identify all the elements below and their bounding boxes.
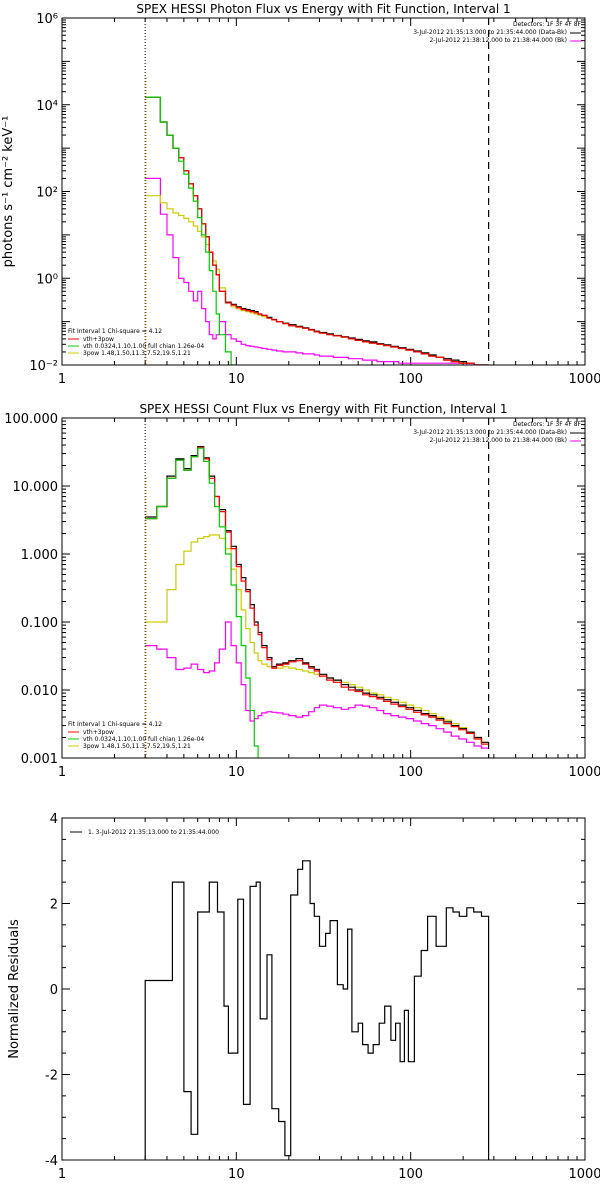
y-tick-label: 0.100 [21,616,58,631]
plot-frame [61,17,586,366]
y-axis-label: Normalized Residuals [7,919,22,1059]
y-tick-label: -4 [45,1154,58,1169]
y-tick-label: 10⁴ [36,99,58,114]
legend-top-right: Detectors: 1F 3F 4F 8F3-Jul-2012 21:35:1… [413,421,581,444]
legend-entry: Detectors: 1F 3F 4F 8F [513,21,582,28]
x-tick-label: 1000 [568,372,600,387]
plot-frame [61,417,586,759]
y-tick-label: 10⁰ [36,272,58,287]
x-tick-label: 10 [228,372,245,387]
chart-title: SPEX HESSI Count Flux vs Energy with Fit… [139,402,507,416]
y-tick-label: 10² [36,186,58,201]
legend-entry: 2-Jul-2012 21:38:12.000 to 21:38:44.000 … [429,37,567,44]
y-tick-label: 2 [50,898,58,913]
legend-entry: Detectors: 1F 3F 4F 8F [513,421,582,428]
series-line-green [145,96,237,365]
series-group [145,96,489,365]
series-line-red [145,96,489,365]
legend-entry: 3-Jul-2012 21:35:13.000 to 21:35:44.000 … [413,429,567,436]
legend-entry: 3pow 1.48,1.50,11.3,7.52,19.5,1.21 [83,743,191,750]
x-tick-label: 1000 [568,765,600,780]
series-line-black [145,446,489,743]
legend-bottom-left: 1. 3-Jul-2012 21:35:13.000 to 21:35:44.0… [70,829,219,836]
legend-bottom-left: Fit Interval 1 Chi-square = 4.12vth+3pow… [68,328,204,357]
y-tick-label: 1.000 [21,548,58,563]
y-tick-label: 10.000 [13,480,59,495]
series-line-yellow [145,534,489,743]
legend-entry: 3-Jul-2012 21:35:13.000 to 21:35:44.000 … [413,29,567,36]
series-line-green [145,447,259,758]
y-tick-label: 0 [50,983,58,998]
x-tick-label: 100 [398,372,423,387]
legend-entry: vth+3pow [83,729,114,736]
legend-head: Fit Interval 1 Chi-square = 4.12 [68,721,162,728]
panel-2: SPEX HESSI Count Flux vs Energy with Fit… [4,402,600,780]
series-line-magenta [145,621,489,749]
panel-1: SPEX HESSI Photon Flux vs Energy with Fi… [1,2,600,387]
series-line-red [145,446,489,745]
x-tick-label: 10 [228,765,245,780]
series-line-black [145,96,489,365]
legend-entry: vth 0.0324,1.10,1.00 full chian 1.26e-04 [83,736,204,743]
x-tick-label: 1 [58,1167,66,1182]
y-tick-label: 4 [50,812,58,827]
series-line-magenta [145,177,489,365]
chart-title: SPEX HESSI Photon Flux vs Energy with Fi… [136,2,510,16]
y-axis-label: photons s⁻¹ cm⁻² keV⁻¹ [1,116,16,268]
y-tick-label: 10⁻² [29,359,58,374]
legend-bottom-left: Fit Interval 1 Chi-square = 4.12vth+3pow… [68,721,204,750]
legend-top-right: Detectors: 1F 3F 4F 8F3-Jul-2012 21:35:1… [413,21,581,44]
legend-entry: vth+3pow [83,336,114,343]
legend-entry: 3pow 1.48,1.50,11.3,7.52,19.5,1.21 [83,350,191,357]
panel-3: 1 10 100 1000 -4 -2 0 2 4 Normalized Residuals 1. … [7,812,600,1182]
x-tick-label: 1 [58,765,66,780]
series-line-black [144,860,490,1160]
y-tick-label: 0.010 [21,684,58,699]
x-tick-label: 1000 [568,1167,600,1182]
series-group [144,860,490,1160]
legend-entry: 2-Jul-2012 21:38:12.000 to 21:38:44.000 … [429,437,567,444]
y-tick-label: 0.001 [21,752,58,767]
series-line-yellow [145,195,489,365]
plot-frame [61,817,586,1161]
x-tick-label: 100 [398,1167,423,1182]
y-tick-label: 100.000 [4,412,58,427]
x-tick-label: 10 [228,1167,245,1182]
x-tick-label: 100 [398,765,423,780]
legend-head: Fit Interval 1 Chi-square = 4.12 [68,328,162,335]
series-group [145,446,489,758]
y-tick-label: 10⁶ [36,12,58,27]
y-tick-label: -2 [45,1069,58,1084]
legend-entry: vth 0.0324,1.10,1.00 full chian 1.26e-04 [83,343,204,350]
x-tick-label: 1 [58,372,66,387]
legend-entry: 1. 3-Jul-2012 21:35:13.000 to 21:35:44.0… [88,829,219,836]
